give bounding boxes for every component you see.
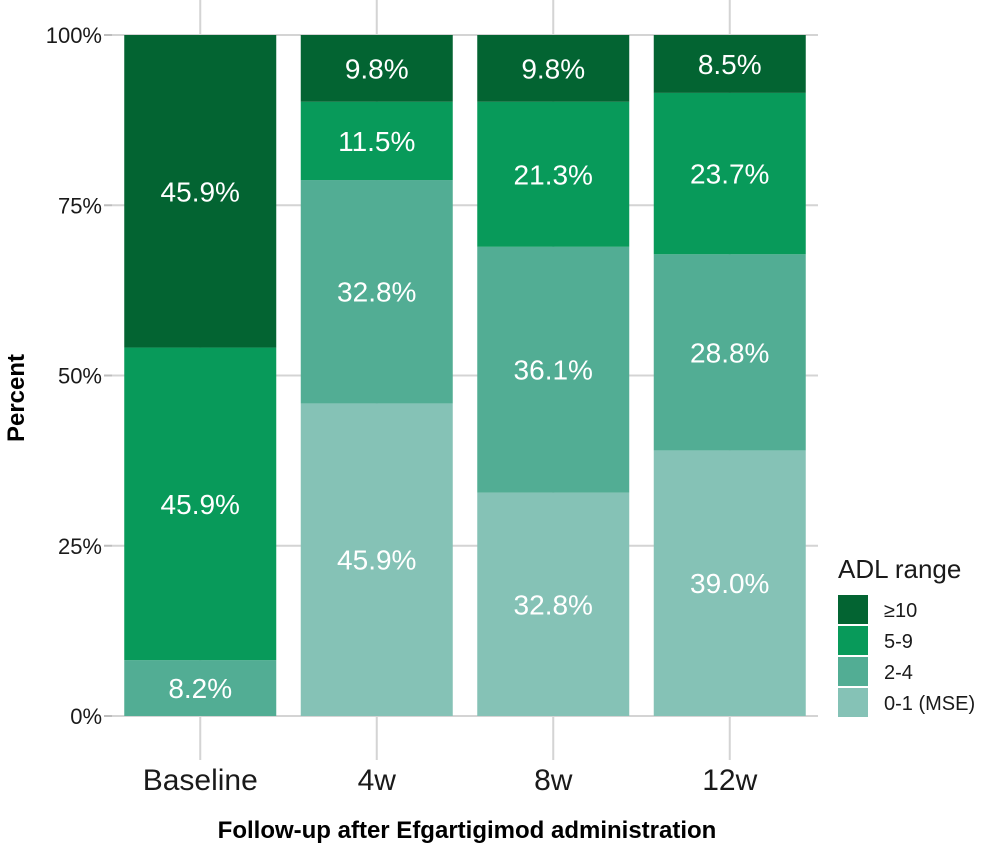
- legend-label: 5-9: [884, 631, 913, 653]
- bar-segment: [477, 35, 630, 102]
- bar-segment: [124, 35, 277, 348]
- legend: ADL range ≥10 5-9 2-4 0-1 (MSE): [838, 554, 975, 717]
- x-tick-label: Baseline: [143, 764, 258, 797]
- bar-segment: [300, 180, 453, 404]
- y-tick-label: 100%: [46, 23, 102, 48]
- legend-swatch: [838, 626, 868, 655]
- legend-title: ADL range: [838, 554, 961, 584]
- legend-swatch: [838, 688, 868, 717]
- data-label: 32.8%: [514, 589, 593, 620]
- bar-segment: [653, 35, 806, 93]
- x-tick-label: 4w: [358, 764, 397, 797]
- bar-segment: [477, 246, 630, 493]
- bar-segment: [300, 403, 453, 716]
- y-tick-label: 0%: [70, 704, 102, 729]
- bar-segment: [300, 101, 453, 181]
- bar-segment: [477, 492, 630, 716]
- bar-segment: [300, 35, 453, 102]
- bar-value-labels: 8.2% 45.9% 45.9% 45.9% 32.8% 11.5% 9.8% 32.8% 36…: [161, 49, 770, 704]
- legend-label: 2-4: [884, 662, 913, 684]
- data-label: 23.7%: [690, 159, 769, 190]
- data-label: 39.0%: [690, 568, 769, 599]
- legend-swatch: [838, 595, 868, 624]
- bar-segment: [653, 450, 806, 716]
- data-label: 28.8%: [690, 337, 769, 368]
- data-label: 45.9%: [161, 489, 240, 520]
- data-label: 9.8%: [521, 53, 585, 84]
- bars: [124, 35, 806, 716]
- data-label: 32.8%: [337, 277, 416, 308]
- data-label: 9.8%: [345, 53, 409, 84]
- x-axis-title: Follow-up after Efgartigimod administrat…: [218, 817, 717, 844]
- y-tick-label: 50%: [58, 364, 102, 389]
- axes: 0% 25% 50% 75% 100% Baseline 4w 8w 12w: [46, 23, 758, 797]
- data-label: 36.1%: [514, 355, 593, 386]
- x-tick-label: 8w: [534, 764, 573, 797]
- y-tick-label: 25%: [58, 534, 102, 559]
- bar-segment: [477, 101, 630, 247]
- data-label: 45.9%: [337, 545, 416, 576]
- data-label: 11.5%: [338, 126, 415, 157]
- data-label: 45.9%: [161, 176, 240, 207]
- y-tick-label: 75%: [58, 193, 102, 218]
- y-axis-title: Percent: [3, 354, 30, 442]
- legend-label: 0-1 (MSE): [884, 693, 975, 715]
- data-label: 21.3%: [514, 159, 593, 190]
- data-label: 8.5%: [698, 49, 762, 80]
- legend-label: ≥10: [884, 600, 917, 622]
- bar-segment: [124, 347, 277, 661]
- data-label: 8.2%: [168, 673, 232, 704]
- legend-swatch: [838, 657, 868, 686]
- bar-segment: [653, 92, 806, 255]
- bar-segment: [124, 660, 277, 716]
- x-tick-label: 12w: [702, 764, 757, 797]
- bar-segment: [653, 254, 806, 451]
